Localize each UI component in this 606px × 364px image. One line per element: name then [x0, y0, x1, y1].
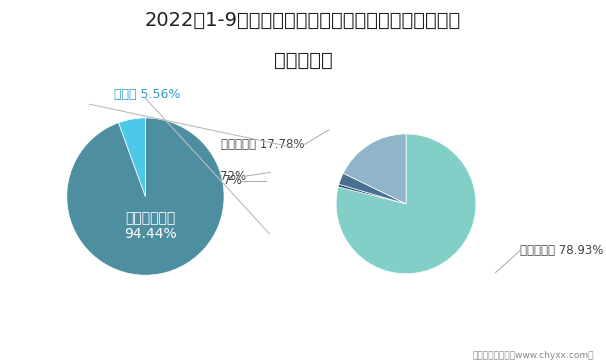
Text: 火力发电量 17.78%: 火力发电量 17.78%: [221, 138, 305, 151]
Text: 风力发电量 2.72%: 风力发电量 2.72%: [170, 170, 246, 182]
Wedge shape: [67, 118, 224, 275]
Text: 类型占比图: 类型占比图: [274, 51, 332, 70]
Text: 四川省 5.56%: 四川省 5.56%: [115, 88, 181, 101]
Text: 2022年1-9月四川省发电量占全国比重及该地区各发电: 2022年1-9月四川省发电量占全国比重及该地区各发电: [145, 11, 461, 30]
Wedge shape: [336, 134, 476, 274]
Wedge shape: [343, 134, 406, 204]
Text: 水力发电量 78.93%: 水力发电量 78.93%: [520, 244, 603, 257]
Wedge shape: [339, 173, 406, 204]
Wedge shape: [338, 184, 406, 204]
Wedge shape: [119, 118, 145, 197]
Text: 太阳能发电量 0.57%: 太阳能发电量 0.57%: [159, 174, 241, 187]
Text: 制图：智研咨询（www.chyxx.com）: 制图：智研咨询（www.chyxx.com）: [473, 351, 594, 360]
Text: 全国其他省份
94.44%: 全国其他省份 94.44%: [124, 211, 177, 241]
